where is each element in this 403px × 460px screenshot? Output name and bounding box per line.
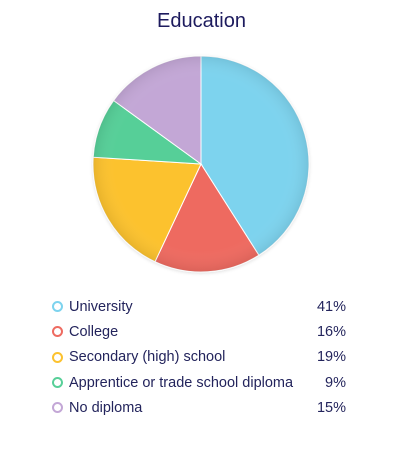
legend-marker-icon: [52, 377, 63, 389]
legend-item[interactable]: Secondary (high) school 19%: [52, 345, 346, 370]
legend-item[interactable]: College 16%: [52, 319, 346, 344]
legend-marker-icon: [52, 301, 63, 313]
legend-item[interactable]: No diploma 15%: [52, 395, 346, 420]
legend-marker-icon: [52, 402, 63, 414]
legend-value: 41%: [316, 298, 346, 315]
legend-label: College: [69, 323, 119, 340]
legend-value: 19%: [316, 349, 346, 366]
legend-label: Secondary (high) school: [69, 349, 226, 366]
legend-label: Apprentice or trade school diploma: [69, 374, 294, 391]
legend-label: No diploma: [69, 399, 143, 416]
pie-chart: [92, 55, 310, 273]
legend-value: 16%: [316, 323, 346, 340]
legend-label: University: [69, 298, 133, 315]
chart-title: Education: [157, 10, 246, 32]
legend-marker-icon: [52, 351, 63, 363]
legend-item[interactable]: University 41%: [52, 294, 346, 319]
legend-value: 15%: [316, 399, 346, 416]
legend: University 41% College 16% Secondary (high) …: [52, 294, 346, 420]
legend-marker-icon: [52, 326, 63, 338]
legend-value: 9%: [325, 374, 346, 391]
legend-item[interactable]: Apprentice or trade school diploma 9%: [52, 370, 346, 395]
